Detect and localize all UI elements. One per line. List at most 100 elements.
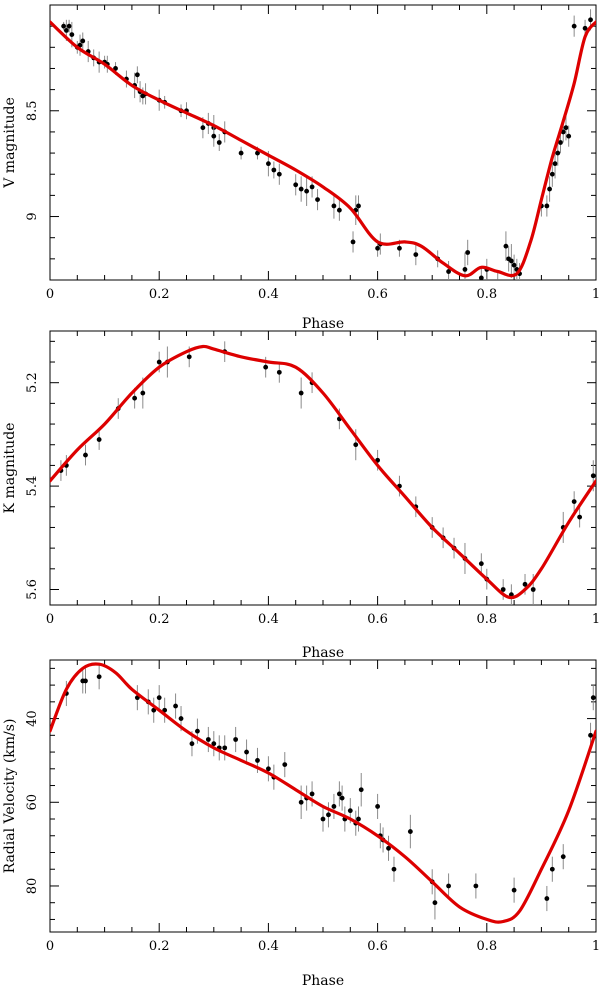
radial-velocity-data-point [560,854,566,860]
k-band-data-point [132,395,138,401]
v-band-data-point [350,239,356,245]
radial-velocity-data-point [511,887,517,893]
v-band-data-point [113,66,118,71]
v-band-data-point [356,203,361,209]
radial-velocity-data-point [162,707,168,713]
v-band-data-point [238,150,244,156]
v-band-data-point [200,125,206,131]
k-band-data [50,341,596,605]
radial-velocity-xtick-label: 0.2 [149,939,170,954]
v-band-data-point [558,140,563,145]
v-band-data-point [266,161,271,167]
k-band-data-point [508,592,514,598]
k-band-data-point [571,499,577,505]
k-band-xtick-label: 0.8 [476,612,497,627]
radial-velocity-data-point [255,758,260,763]
k-band-data-point [522,581,528,587]
v-band-data-point [255,150,260,156]
v-band-data-point [588,17,593,23]
k-band-frame [49,330,597,606]
v-band-frame [49,4,597,281]
radial-velocity-data-point [189,741,195,747]
k-band-data-point [577,514,583,520]
k-band-x-axis-label: Phase [302,645,344,661]
k-band-ytick-label: 5.4 [25,476,40,497]
v-band-data-point [309,184,315,190]
k-band-data-point [478,561,484,567]
radial-velocity-data-point [391,866,397,872]
v-band-data-point [446,269,451,274]
radial-velocity-x-axis-label: Phase [302,973,344,988]
radial-velocity-data-point [151,707,157,713]
radial-velocity-data-point [407,829,413,834]
radial-velocity-data-point [211,741,217,747]
v-band-data-point [211,133,217,139]
radial-velocity-xtick-label: 0.4 [258,939,279,954]
radial-velocity-xtick-label: 1 [592,939,600,954]
v-band-data-point [465,250,471,255]
radial-velocity-data-point [178,716,184,721]
radial-velocity-data [50,662,596,924]
k-band-data-point [500,587,506,592]
v-band-data-point [61,23,67,29]
k-band-data-point [530,587,536,592]
v-band-data-point [462,267,468,272]
radial-velocity-data-point [549,866,555,872]
k-band-ytick-label: 5.6 [25,579,40,600]
v-band-ytick-label: 9 [25,212,40,220]
radial-velocity-data-point [195,728,200,734]
k-band-ytick-label: 5.2 [25,372,40,393]
v-band-data-point [413,252,419,258]
radial-velocity-data-point [375,804,380,809]
v-band-data-point [298,186,304,192]
radial-velocity-y-axis-label: Radial Velocity (km/s) [2,719,18,874]
radial-velocity-data-point [347,808,353,814]
v-band-data-point [478,275,484,280]
v-band-data-point [496,279,499,280]
v-band-data-point [304,188,310,194]
radial-velocity-data-point [386,845,391,851]
k-band-data-point [298,390,304,396]
v-band-xtick-label: 0.4 [258,287,279,302]
v-band-data-point [271,167,277,173]
radial-velocity-data-point [339,795,345,801]
v-band-data-point [134,72,140,78]
radial-velocity-data-point [432,900,438,906]
v-band-data-point [69,32,75,38]
v-band-data-point [549,171,555,177]
radial-velocity-data-point [83,678,88,684]
v-band-panel: 0 0.2 0.4 0.6 0.8 1 8.5 9 Phase V magnitude [2,4,600,332]
v-band-data-point [80,38,86,44]
v-band-data-point [276,171,282,177]
k-band-fit-curve [50,344,596,600]
v-band-data-point [293,182,299,188]
k-band-y-axis-label: K magnitude [2,423,18,514]
v-band-xtick-label: 0 [46,287,54,302]
v-band-xtick-label: 1 [592,287,600,302]
k-band-data-point [276,369,282,375]
radial-velocity-ytick-label: 80 [25,878,40,895]
radial-velocity-data-point [282,762,288,768]
v-band-data-point [336,207,342,213]
v-band-fit-curve [50,20,596,278]
k-band-data-point [140,390,146,396]
v-band-data-point [563,125,569,131]
radial-velocity-data-point [544,896,550,901]
v-band-data-point [544,203,550,209]
radial-velocity-data-point [298,799,304,805]
v-band-data-point [547,186,552,192]
radial-velocity-panel: 0 0.2 0.4 0.6 0.8 1 40 60 80 Phase Radial Velocity… [2,659,600,988]
k-band-data-point [96,437,102,442]
k-band-xtick-label: 0.4 [258,612,279,627]
k-band-xtick-label: 0.2 [149,612,170,627]
v-band-data-point [315,197,320,203]
v-band-data-point [511,262,517,268]
radial-velocity-data-point [588,732,593,738]
radial-velocity-data-point [173,703,178,709]
radial-velocity-ytick-label: 60 [25,794,40,811]
v-band-data-point [331,203,337,209]
v-band-xtick-label: 0.8 [476,287,497,302]
v-band-y-axis-label: V magnitude [2,97,18,189]
radial-velocity-data-point [205,737,211,742]
v-band-data-point [508,258,514,264]
